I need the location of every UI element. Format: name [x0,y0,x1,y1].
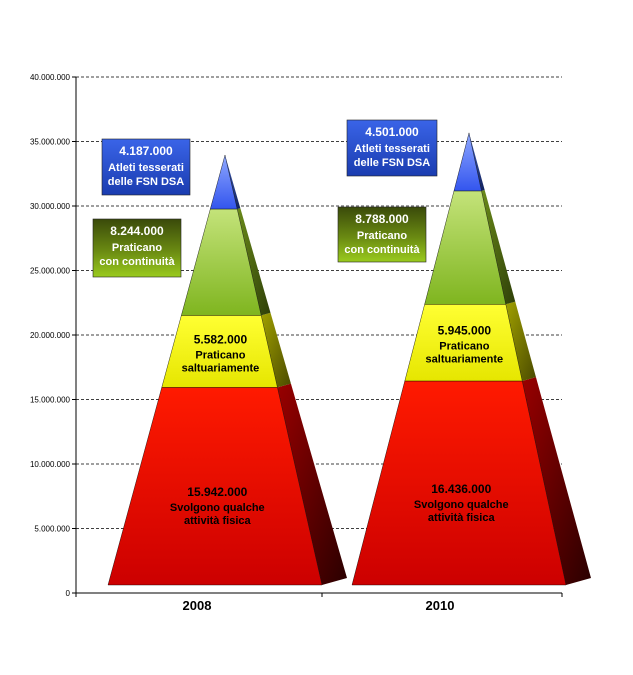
segment-base-text-label: attività fisica [428,512,496,524]
segment-members-value-label: 4.501.000 [365,125,419,139]
segment-occasional-text-label: saltuariamente [182,362,260,374]
y-tick-label: 0 [66,589,71,598]
segment-continuous-text-label: con continuità [99,256,175,268]
segment-members [210,154,238,210]
segment-continuous-text-label: con continuità [344,244,420,256]
segment-occasional-value-label: 5.945.000 [438,324,492,338]
segment-occasional-side [261,312,291,388]
segment-members-label-box [101,138,191,196]
segment-continuous-label-box [337,206,427,263]
y-tick-label: 35.000.000 [30,138,71,147]
segment-base-side [277,383,347,585]
segment-continuous-text-label: Praticano [112,242,162,254]
segment-occasional-side [505,301,536,381]
segment-base-value-label: 15.942.000 [187,485,247,499]
pyramids [107,132,591,586]
segment-base-value-label: 16.436.000 [431,482,491,496]
segment-base-side [522,377,591,585]
segment-members-side [225,154,241,209]
segment-continuous-label-box [92,218,182,278]
pyramid-2008 [107,154,347,586]
pyramid-2010 [351,132,591,586]
segment-members-text-label: Atleti tesserati [354,143,430,155]
segment-base-text-label: Svolgono qualche [414,499,509,511]
category-label-2008: 2008 [183,598,212,613]
category-label-2010: 2010 [426,598,455,613]
segment-members-value-label: 4.187.000 [119,144,173,158]
segment-continuous [424,190,507,305]
segment-continuous-side [237,208,271,316]
y-tick-label: 30.000.000 [30,202,71,211]
segment-members-text-label: delle FSN DSA [108,176,184,188]
segment-members [453,132,482,192]
axes: 0 5.000.000 10.000.000 15.000.000 20.000.000… [30,73,563,598]
segment-members-text-label: Atleti tesserati [108,162,184,174]
y-tick-label: 25.000.000 [30,267,71,276]
segment-base-text-label: Svolgono qualche [170,502,265,514]
segment-occasional-text-label: saltuariamente [426,354,504,366]
segment-occasional-value-label: 5.582.000 [194,332,248,346]
segment-continuous-value-label: 8.244.000 [110,224,164,238]
segment-continuous-side [481,190,516,305]
category-labels: 2008 2010 [183,598,455,613]
segment-members-label-box [346,119,438,177]
y-tick-label: 10.000.000 [30,460,71,469]
y-tick-label: 40.000.000 [30,73,71,82]
segment-members-text-label: delle FSN DSA [354,157,430,169]
segment-occasional-text-label: Praticano [439,341,489,353]
y-tick-label: 5.000.000 [34,525,70,534]
segment-occasional-text-label: Praticano [195,349,245,361]
segment-members-side [469,132,485,191]
y-tick-label: 20.000.000 [30,331,71,340]
y-tick-label: 15.000.000 [30,396,71,405]
segment-continuous-value-label: 8.788.000 [355,212,409,226]
segment-continuous-text-label: Praticano [357,230,407,242]
segment-base-text-label: attività fisica [184,515,252,527]
segment-continuous [181,208,262,316]
